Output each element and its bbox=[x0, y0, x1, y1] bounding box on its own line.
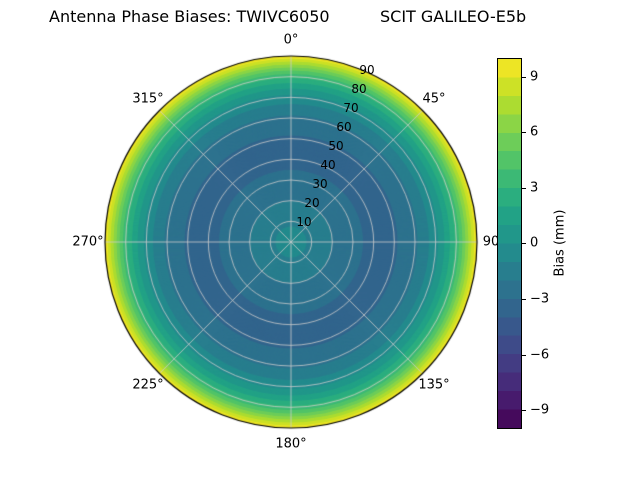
chart-title-signal: SCIT GALILEO-E5b bbox=[380, 7, 527, 26]
colorbar-tick bbox=[522, 410, 526, 411]
r-label-40: 40 bbox=[320, 158, 336, 172]
colorbar-tick bbox=[522, 132, 526, 133]
colorbar-tick bbox=[522, 188, 526, 189]
colorbar-tick-label: 3 bbox=[530, 180, 539, 196]
theta-label-45: 45° bbox=[422, 91, 446, 107]
r-label-60: 60 bbox=[336, 120, 352, 134]
r-label-80: 80 bbox=[351, 82, 367, 96]
colorbar bbox=[497, 58, 522, 429]
theta-label-225: 225° bbox=[132, 377, 164, 393]
theta-label-315: 315° bbox=[132, 91, 164, 107]
colorbar-tick bbox=[522, 243, 526, 244]
r-label-20: 20 bbox=[304, 196, 320, 210]
r-label-50: 50 bbox=[328, 139, 344, 153]
theta-label-90: 90 bbox=[482, 234, 500, 250]
theta-label-180: 180° bbox=[275, 436, 307, 452]
theta-label-270: 270° bbox=[72, 234, 104, 250]
theta-label-0: 0° bbox=[283, 32, 299, 48]
colorbar-tick-label: −6 bbox=[530, 347, 550, 363]
colorbar-tick-label: −3 bbox=[530, 291, 550, 307]
chart-title-station: Antenna Phase Biases: TWIVC6050 bbox=[49, 7, 330, 26]
colorbar-tick bbox=[522, 299, 526, 300]
colorbar-tick-label: 0 bbox=[530, 235, 539, 251]
r-label-30: 30 bbox=[312, 177, 328, 191]
r-label-10: 10 bbox=[296, 215, 312, 229]
colorbar-tick bbox=[522, 355, 526, 356]
colorbar-tick-label: 9 bbox=[530, 69, 539, 85]
r-label-70: 70 bbox=[343, 101, 359, 115]
colorbar-tick-label: −9 bbox=[530, 402, 550, 418]
r-label-90: 90 bbox=[359, 63, 375, 77]
colorbar-gradient bbox=[498, 59, 521, 428]
theta-label-135: 135° bbox=[418, 377, 450, 393]
colorbar-tick bbox=[522, 77, 526, 78]
colorbar-tick-label: 6 bbox=[530, 124, 539, 140]
colorbar-axis-label: Bias (mm) bbox=[552, 209, 568, 277]
